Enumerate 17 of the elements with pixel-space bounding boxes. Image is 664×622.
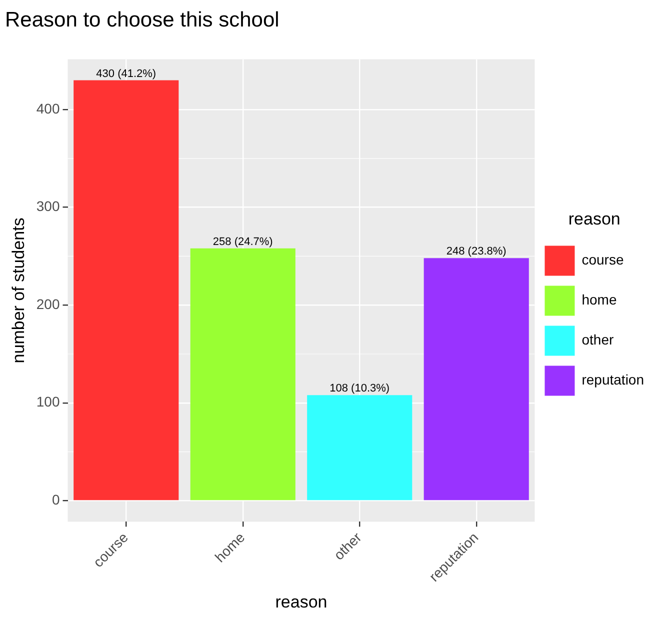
- data-label: 258 (24.7%): [212, 236, 273, 248]
- legend-label: other: [582, 332, 614, 348]
- legend-label: reputation: [582, 372, 644, 388]
- y-axis-title: number of students: [8, 218, 28, 364]
- data-label: 248 (23.8%): [446, 246, 506, 258]
- y-tick-label: 400: [36, 100, 60, 116]
- y-tick-label: 0: [52, 492, 60, 508]
- chart-title: Reason to choose this school: [5, 8, 280, 32]
- legend-label: course: [582, 252, 624, 268]
- legend-label: home: [582, 292, 617, 308]
- y-tick-label: 300: [36, 198, 60, 214]
- y-tick-label: 100: [36, 394, 60, 410]
- legend-title: reason: [568, 209, 620, 228]
- data-label: 430 (41.2%): [96, 68, 156, 80]
- y-tick-label: 200: [36, 296, 60, 312]
- x-axis-title: reason: [275, 592, 328, 612]
- data-label: 108 (10.3%): [330, 382, 390, 395]
